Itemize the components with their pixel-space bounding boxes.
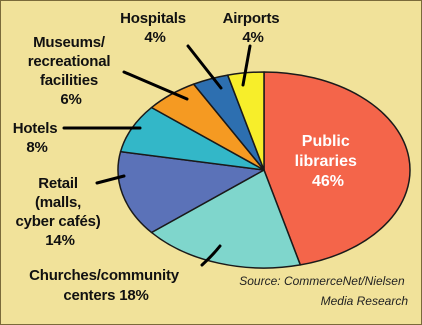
hotels-label-line: Hotels: [13, 120, 58, 137]
public-libraries-label-line: libraries: [295, 153, 357, 170]
hospitals-label-line: Hospitals: [120, 10, 186, 27]
retail-label-line: (malls,: [35, 194, 81, 211]
retail-label-line: Retail: [38, 175, 78, 192]
leader-line-museums: [122, 70, 189, 101]
airports-label-line: 4%: [242, 29, 263, 46]
retail-label-line: cyber cafés): [15, 213, 100, 230]
airports-label-line: Airports: [223, 10, 280, 27]
public-libraries-label-line: Public: [302, 133, 350, 150]
leader-line-airports: [241, 44, 252, 87]
hospitals-label-line: 4%: [144, 29, 165, 46]
pie-slice-public-libraries: [263, 71, 411, 266]
source-note: Source: CommerceNet/Nielsen Media Resear…: [239, 274, 408, 308]
museums-label: Museums/ recreational facilities 6%: [28, 34, 115, 108]
airports-label: Airports 4%: [223, 10, 284, 46]
hotels-label-line: 8%: [26, 139, 47, 156]
churches-label-line: Churches/community: [29, 267, 180, 284]
public-libraries-label: Public libraries 46%: [295, 133, 362, 190]
hotels-label: Hotels 8%: [13, 120, 62, 156]
source-line: Media Research: [321, 294, 409, 308]
source-line: Source: CommerceNet/Nielsen: [239, 274, 405, 288]
hospitals-label: Hospitals 4%: [120, 10, 190, 46]
retail-label: Retail (malls, cyber cafés) 14%: [15, 175, 104, 249]
churches-label: Churches/community centers 18%: [29, 267, 183, 304]
retail-label-line: 14%: [45, 232, 74, 249]
museums-label-line: facilities: [40, 72, 98, 89]
leader-line-retail: [95, 174, 126, 185]
public-libraries-label-line: 46%: [312, 173, 344, 190]
museums-label-line: recreational: [28, 53, 111, 70]
leader-line-hospitals: [186, 44, 223, 90]
pie-slice-churches-community-centers: [150, 169, 302, 269]
pie-slice-retail-malls-cyber-caf-s: [117, 150, 265, 234]
museums-label-line: Museums/: [33, 34, 106, 51]
museums-label-line: 6%: [60, 91, 81, 108]
pie-slices: [117, 71, 411, 269]
leader-line-churches: [200, 244, 222, 267]
churches-label-line: centers 18%: [63, 287, 148, 304]
